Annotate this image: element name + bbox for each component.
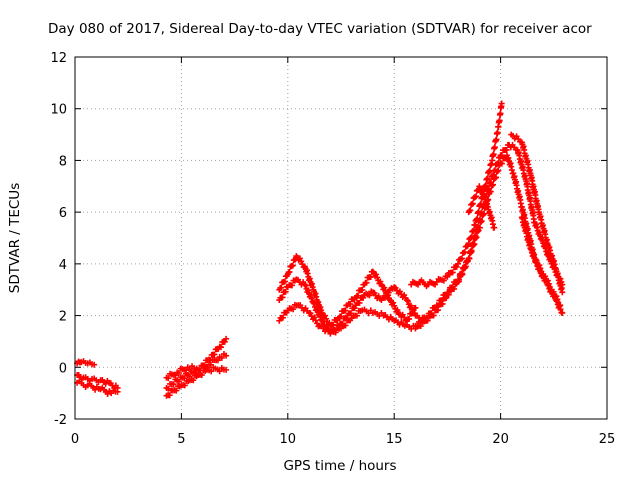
x-tick-label-1: 5 bbox=[177, 432, 185, 447]
band-track-5 bbox=[165, 350, 227, 382]
band-track-9 bbox=[277, 301, 428, 336]
series-track-5 bbox=[163, 350, 230, 382]
point-track-8-4 bbox=[310, 299, 317, 306]
band-track-7 bbox=[277, 254, 418, 328]
band-track-14 bbox=[510, 132, 565, 293]
series-track-6 bbox=[163, 364, 230, 399]
band-track-4 bbox=[165, 338, 228, 392]
series-track-4 bbox=[163, 335, 230, 392]
y-tick-label-4: 6 bbox=[59, 206, 67, 221]
x-tick-label-2: 10 bbox=[280, 432, 297, 447]
y-tick-label-5: 8 bbox=[59, 154, 67, 169]
series-track-7 bbox=[276, 253, 419, 329]
y-tick-label-1: 0 bbox=[59, 361, 67, 376]
x-tick-label-5: 25 bbox=[599, 432, 616, 447]
band-track-15 bbox=[519, 215, 565, 316]
x-tick-label-4: 20 bbox=[492, 432, 509, 447]
band-track-12 bbox=[424, 141, 565, 324]
x-tick-label-0: 0 bbox=[71, 432, 79, 447]
y-tick-label-3: 4 bbox=[59, 258, 67, 273]
data-markers bbox=[74, 100, 566, 399]
series-track-13 bbox=[465, 183, 498, 231]
band-track-10 bbox=[409, 103, 505, 290]
plot-frame bbox=[74, 56, 608, 420]
band-track-2 bbox=[75, 358, 96, 368]
series-track-14 bbox=[508, 131, 566, 296]
tick-labels: 0 5 10 15 20 25 -2 0 2 4 6 8 10 12 bbox=[50, 51, 615, 447]
y-tick-label-2: 2 bbox=[59, 310, 67, 325]
y-tick-label-6: 10 bbox=[50, 103, 67, 118]
series-track-3 bbox=[74, 378, 121, 397]
y-tick-label-0: -2 bbox=[54, 413, 67, 428]
series-track-15 bbox=[518, 214, 566, 316]
band-track-13 bbox=[466, 185, 497, 231]
band-track-6 bbox=[165, 364, 227, 399]
band-track-1 bbox=[75, 371, 119, 392]
y-axis-label: SDTVAR / TECUs bbox=[7, 183, 23, 293]
x-tick-label-3: 15 bbox=[386, 432, 403, 447]
series-track-9 bbox=[276, 301, 430, 337]
chart-title: Day 080 of 2017, Sidereal Day-to-day VTE… bbox=[48, 21, 592, 37]
y-tick-label-7: 12 bbox=[50, 51, 67, 66]
point-track-10-5 bbox=[455, 260, 462, 267]
x-axis-label: GPS time / hours bbox=[283, 458, 396, 474]
band-track-3 bbox=[76, 378, 119, 397]
band-track-8 bbox=[277, 276, 428, 335]
series-track-2 bbox=[74, 358, 98, 368]
